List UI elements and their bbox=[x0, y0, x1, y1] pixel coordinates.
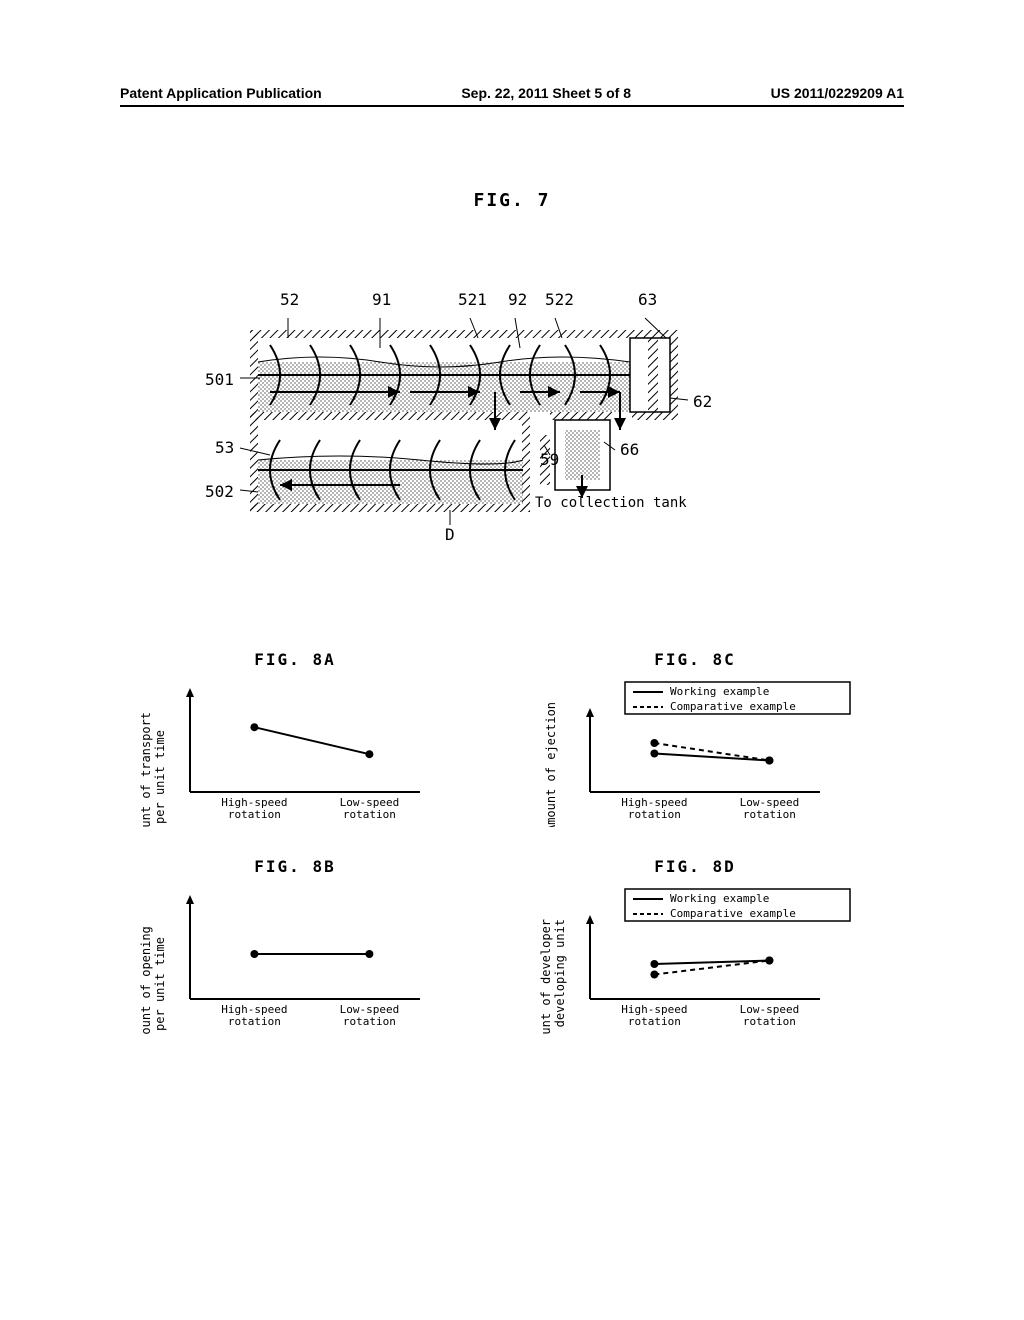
charts-area: FIG. 8A High-speedrotation Low-speedrotat… bbox=[135, 650, 855, 1064]
chart-8b-title: FIG. 8B bbox=[135, 857, 455, 876]
ref-501: 501 bbox=[205, 370, 234, 389]
chart-8b-svg: High-speedrotation Low-speedrotation Amou… bbox=[135, 884, 455, 1034]
svg-text:High-speedrotation: High-speedrotation bbox=[621, 796, 687, 821]
header-right: US 2011/0229209 A1 bbox=[771, 85, 904, 101]
chart-8d: FIG. 8D High-speedrotation Low-speedrotat… bbox=[535, 857, 855, 1034]
svg-text:Comparative example: Comparative example bbox=[670, 907, 796, 920]
ref-522: 522 bbox=[545, 290, 574, 309]
chart-8a-svg: High-speedrotation Low-speedrotation Amou… bbox=[135, 677, 455, 827]
ref-521: 521 bbox=[458, 290, 487, 309]
chart-8c-svg: High-speedrotation Low-speedrotation Amou… bbox=[535, 677, 855, 827]
svg-text:Low-speedrotation: Low-speedrotation bbox=[740, 1003, 800, 1028]
chart-8a-title: FIG. 8A bbox=[135, 650, 455, 669]
svg-text:Amount of transport: Amount of transport per unit time bbox=[139, 705, 167, 827]
svg-text:High-speedrotation: High-speedrotation bbox=[621, 1003, 687, 1028]
header-rule bbox=[120, 105, 904, 107]
svg-text:Low-speedrotation: Low-speedrotation bbox=[340, 796, 400, 821]
ref-91: 91 bbox=[372, 290, 391, 309]
svg-text:High-speedrotation: High-speedrotation bbox=[221, 1003, 287, 1028]
svg-text:Working example: Working example bbox=[670, 685, 769, 698]
svg-text:High-speedrotation: High-speedrotation bbox=[221, 796, 287, 821]
ref-92: 92 bbox=[508, 290, 527, 309]
chart-8a: FIG. 8A High-speedrotation Low-speedrotat… bbox=[135, 650, 455, 827]
page-header: Patent Application Publication Sep. 22, … bbox=[0, 85, 1024, 101]
svg-text:Comparative example: Comparative example bbox=[670, 700, 796, 713]
fig7-diagram: 52 91 521 92 522 63 501 62 53 59 66 502 … bbox=[200, 280, 740, 560]
header-left: Patent Application Publication bbox=[120, 85, 322, 101]
chart-8c: FIG. 8C High-speedrotation Low-speedrotat… bbox=[535, 650, 855, 827]
collection-tank-text: To collection tank bbox=[535, 495, 687, 511]
chart-8c-title: FIG. 8C bbox=[535, 650, 855, 669]
ref-53: 53 bbox=[215, 438, 234, 457]
ref-d: D bbox=[445, 525, 455, 544]
svg-text:Amount of opening pe: Amount of opening per unit time bbox=[139, 919, 167, 1034]
fig7-label: FIG. 7 bbox=[0, 190, 1024, 211]
svg-text:Low-speedrotation: Low-speedrotation bbox=[340, 1003, 400, 1028]
ref-66: 66 bbox=[620, 440, 639, 459]
fig7-svg bbox=[200, 280, 740, 560]
svg-text:Amount of ejection: Amount of ejection bbox=[544, 702, 558, 827]
chart-8b: FIG. 8B High-speedrotation Low-speedrotat… bbox=[135, 857, 455, 1034]
ref-52: 52 bbox=[280, 290, 299, 309]
svg-text:Working example: Working example bbox=[670, 892, 769, 905]
ref-59: 59 bbox=[540, 450, 559, 469]
chart-8d-svg: High-speedrotation Low-speedrotation Amou… bbox=[535, 884, 855, 1034]
svg-text:Low-speedrotation: Low-speedrotation bbox=[740, 796, 800, 821]
ref-502: 502 bbox=[205, 482, 234, 501]
svg-text:Amount of developer: Amount of developer in developing unit bbox=[539, 912, 567, 1034]
ref-62: 62 bbox=[693, 392, 712, 411]
ref-63: 63 bbox=[638, 290, 657, 309]
header-center: Sep. 22, 2011 Sheet 5 of 8 bbox=[461, 85, 631, 101]
chart-8d-title: FIG. 8D bbox=[535, 857, 855, 876]
